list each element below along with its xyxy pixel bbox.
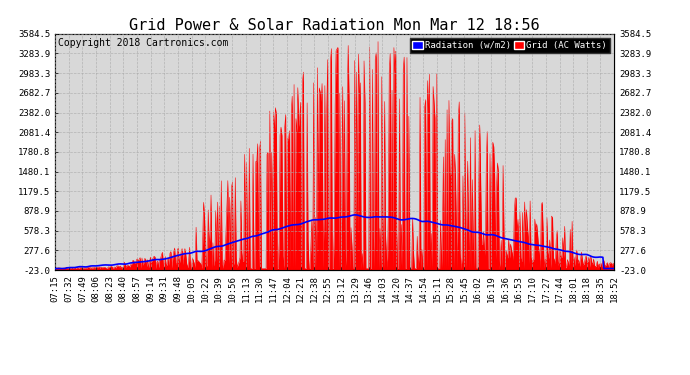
Text: Copyright 2018 Cartronics.com: Copyright 2018 Cartronics.com xyxy=(58,39,228,48)
Title: Grid Power & Solar Radiation Mon Mar 12 18:56: Grid Power & Solar Radiation Mon Mar 12 … xyxy=(129,18,540,33)
Legend: Radiation (w/m2), Grid (AC Watts): Radiation (w/m2), Grid (AC Watts) xyxy=(410,38,609,53)
